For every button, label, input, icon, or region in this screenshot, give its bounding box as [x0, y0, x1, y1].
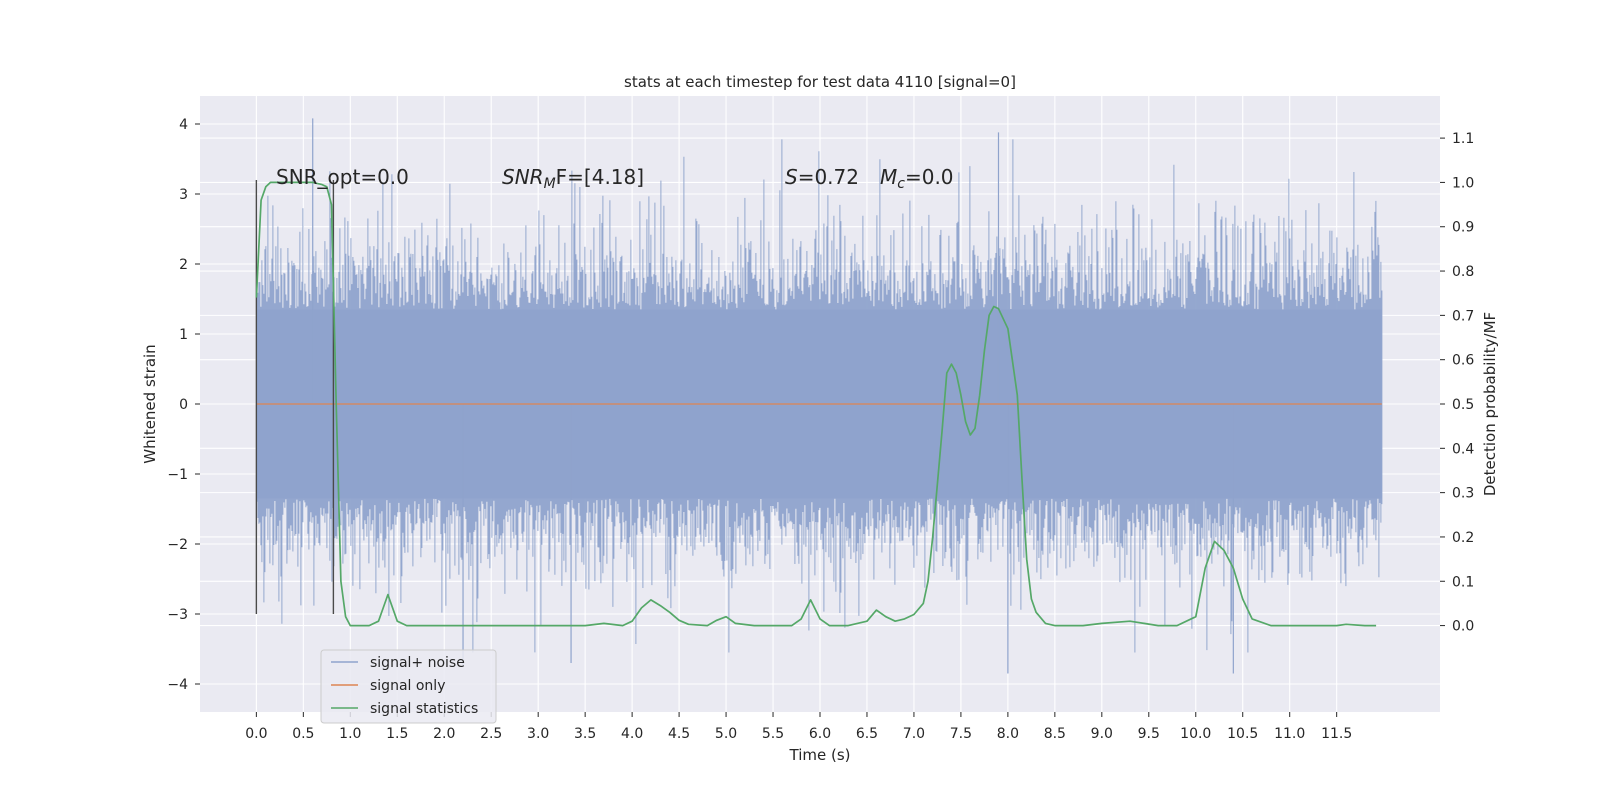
y-left-tick-label: 0: [179, 397, 188, 413]
x-tick-label: 6.0: [809, 726, 831, 742]
y-left-tick-label: −2: [167, 537, 188, 553]
y-right-tick-label: 0.2: [1452, 530, 1474, 546]
y-right-tick-label: 0.8: [1452, 264, 1474, 280]
x-tick-label: 0.0: [245, 726, 267, 742]
x-tick-label: 10.0: [1180, 726, 1211, 742]
annotation-mc-main: M: [880, 165, 897, 189]
annotation-mc-rest: =0.0: [905, 165, 954, 189]
y-left-tick-label: 4: [179, 117, 188, 133]
x-tick-label: 5.0: [715, 726, 737, 742]
legend-label-signal-noise: signal+ noise: [370, 655, 465, 671]
y-axis-right-label: Detection probability/MF: [1481, 312, 1499, 496]
annotation-s-rest: =0.72: [798, 165, 859, 189]
y-right-tick-label: 1.1: [1452, 131, 1474, 147]
x-tick-label: 3.5: [574, 726, 596, 742]
x-tick-label: 4.0: [621, 726, 643, 742]
annotation-snr-mf: SNRMF=[4.18]: [502, 165, 644, 192]
x-axis-label: Time (s): [789, 746, 851, 764]
x-tick-label: 7.0: [903, 726, 925, 742]
legend-box: [320, 649, 497, 724]
y-right-tick-label: 0.5: [1452, 397, 1474, 413]
chart-title: stats at each timestep for test data 411…: [624, 73, 1016, 91]
y-axis-left-label: Whitened strain: [141, 344, 159, 463]
x-tick-label: 0.5: [292, 726, 314, 742]
legend-label-signal-only: signal only: [370, 678, 445, 694]
y-left-tick-label: 2: [179, 257, 188, 273]
x-tick-label: 9.5: [1138, 726, 1160, 742]
annotation-snr-mf-main: SNR: [502, 165, 544, 189]
y-right-tick-label: 0.1: [1452, 574, 1474, 590]
y-right-tick-label: 0.0: [1452, 619, 1474, 635]
x-tick-label: 2.0: [433, 726, 455, 742]
x-tick-label: 1.0: [339, 726, 361, 742]
y-left-tick-label: 3: [179, 187, 188, 203]
annotation-snr-mf-sub: M: [544, 176, 556, 192]
x-tick-label: 11.0: [1274, 726, 1305, 742]
y-right-tick-label: 0.4: [1452, 441, 1474, 457]
x-tick-label: 8.5: [1044, 726, 1066, 742]
annotation-s-main: S: [785, 165, 798, 189]
x-tick-label: 6.5: [856, 726, 878, 742]
legend: signal+ noise signal only signal statist…: [320, 649, 497, 724]
annotation-snr-mf-rest: F=[4.18]: [556, 165, 644, 189]
y-left-tick-label: −1: [167, 467, 188, 483]
x-tick-label: 4.5: [668, 726, 690, 742]
y-right-tick-label: 0.3: [1452, 486, 1474, 502]
y-right-tick-label: 0.6: [1452, 353, 1474, 369]
x-tick-label: 2.5: [480, 726, 502, 742]
x-tick-label: 7.5: [950, 726, 972, 742]
x-tick-label: 10.5: [1227, 726, 1258, 742]
annotation-s: S=0.72: [785, 165, 859, 189]
x-tick-label: 3.0: [527, 726, 549, 742]
signal-statistics-line: [255, 181, 1377, 627]
x-tick-label: 11.5: [1321, 726, 1352, 742]
y-left-tick-label: 1: [179, 327, 188, 343]
legend-label-signal-statistics: signal statistics: [370, 701, 478, 717]
x-tick-label: 1.5: [386, 726, 408, 742]
y-left-tick-label: −3: [167, 607, 188, 623]
series-lines: [255, 180, 1382, 627]
y-left-tick-label: −4: [167, 677, 188, 693]
y-right-tick-label: 0.9: [1452, 220, 1474, 236]
x-tick-label: 5.5: [762, 726, 784, 742]
x-tick-label: 9.0: [1091, 726, 1113, 742]
annotation-mc: Mc=0.0: [880, 165, 954, 192]
x-tick-label: 8.0: [997, 726, 1019, 742]
axis-ticks: 0.0 0.5 1.0 1.5 2.0 2.5 3.0 3.5 4.0 4.5 5.0 5.5 6.0 6…: [167, 117, 1474, 742]
y-right-tick-label: 0.7: [1452, 308, 1474, 324]
annotation-mc-sub: c: [897, 176, 905, 192]
annotation-snr-opt: SNR_opt=0.0: [276, 165, 409, 189]
y-right-tick-label: 1.0: [1452, 175, 1474, 191]
